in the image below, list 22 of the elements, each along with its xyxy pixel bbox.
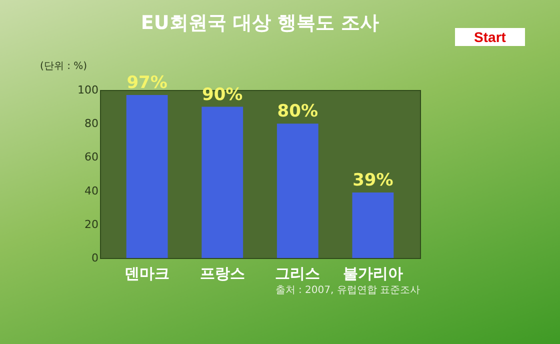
data-label: 97% — [126, 73, 168, 94]
source-note: 출처 : 2007, 유럽연합 표준조사 — [275, 285, 420, 296]
data-label: 80% — [277, 102, 318, 122]
x-tick-label: 그리스 — [275, 264, 320, 282]
y-tick-label: 40 — [84, 184, 98, 198]
y-tick-label: 100 — [78, 84, 98, 96]
bar — [126, 95, 168, 258]
bar — [276, 124, 318, 258]
text: (단위 : %) — [40, 61, 88, 72]
x-tick-label: 불가리아 — [342, 264, 403, 282]
x-tick-label: 덴마크 — [124, 264, 170, 282]
chart-title: EU회원국 대상 행복도 조사 — [140, 12, 380, 34]
y-tick-label: 80 — [84, 117, 98, 130]
data-label: 90% — [202, 84, 243, 105]
y-tick-label: 20 — [84, 218, 98, 231]
bar — [352, 192, 394, 258]
text: Start — [455, 28, 525, 46]
y-tick-label: 60 — [84, 150, 98, 164]
bar — [202, 106, 244, 258]
y-tick-label: 0 — [92, 252, 98, 264]
data-label: 39% — [352, 170, 394, 190]
x-tick-label: 프랑스 — [200, 264, 245, 282]
